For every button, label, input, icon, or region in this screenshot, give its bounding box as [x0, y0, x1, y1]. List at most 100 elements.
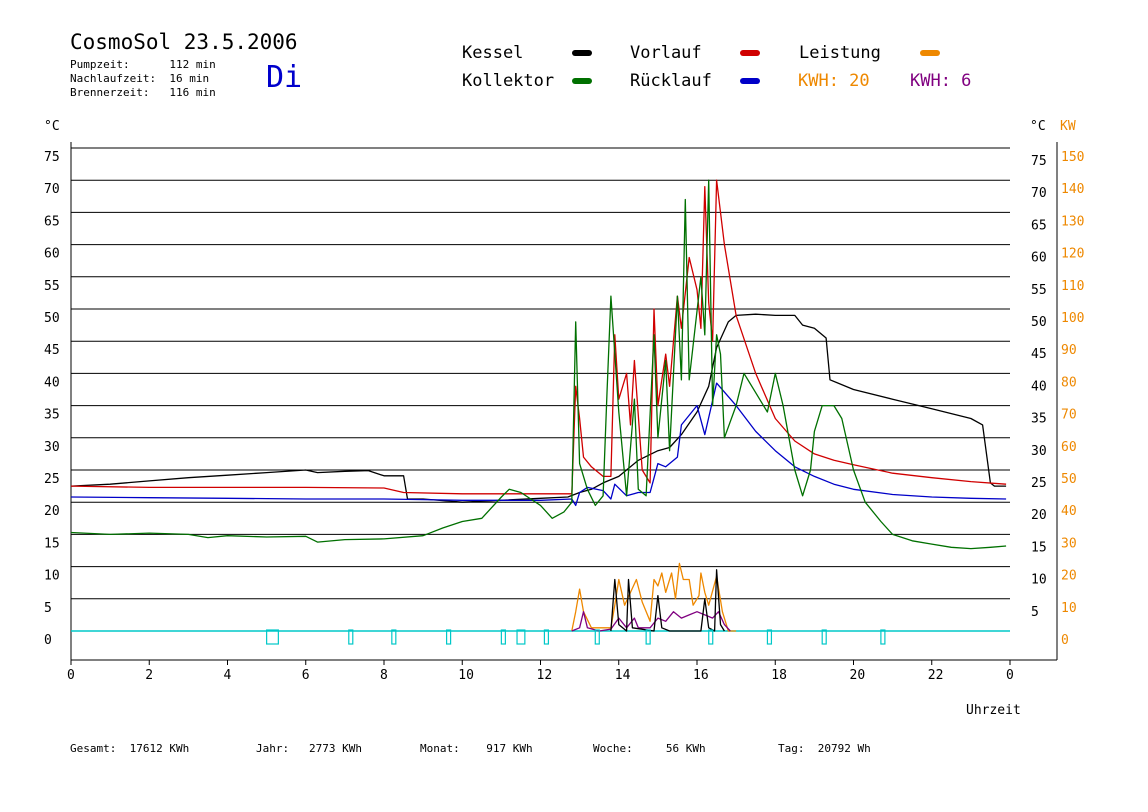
pump-marker: [543, 629, 550, 645]
axes: [70, 142, 1058, 661]
footer-woche: Woche: 56 KWh: [593, 742, 706, 755]
kw-tick-label: 0: [1061, 633, 1069, 648]
y-tick-label-right: 60: [1031, 251, 1047, 266]
series-line-kollektor: [70, 179, 1007, 550]
y-tick-label-right: 35: [1031, 412, 1047, 427]
series-line-leistung: [571, 562, 737, 632]
y-tick-label-right: 65: [1031, 218, 1047, 233]
x-tick-label: 14: [615, 668, 631, 683]
y-tick-label-left: 60: [44, 247, 60, 262]
y-tick-label-right: 55: [1031, 283, 1047, 298]
kw-tick-label: 60: [1061, 440, 1077, 455]
kw-tick-label: 70: [1061, 408, 1077, 423]
y-tick-label-left: 55: [44, 279, 60, 294]
footer-jahr: Jahr: 2773 KWh: [256, 742, 362, 755]
nachlaufzeit-info: Nachlaufzeit: 16 min: [70, 72, 210, 85]
y-tick-label-right: 45: [1031, 347, 1047, 362]
x-tick-label: 8: [380, 668, 388, 683]
chart-title: CosmoSol 23.5.2006: [70, 30, 298, 54]
legend-leistung-swatch: [920, 50, 940, 56]
y-tick-label-left: 5: [44, 601, 52, 616]
kw-tick-label: 90: [1061, 343, 1077, 358]
y-tick-label-left: 10: [44, 569, 60, 584]
legend-vorlauf-label: Vorlauf: [630, 43, 702, 63]
left-axis-unit: °C: [44, 119, 60, 134]
y-tick-label-right: 50: [1031, 315, 1047, 330]
x-tick-label: 22: [928, 668, 944, 683]
legend-kessel-label: Kessel: [462, 43, 524, 63]
y-tick-label-right: 15: [1031, 540, 1047, 555]
kw-tick-label: 110: [1061, 279, 1084, 294]
y-tick-label-right: 70: [1031, 186, 1047, 201]
legend-kessel-swatch: [572, 50, 592, 56]
pump-marker: [446, 629, 452, 645]
y-tick-label-right: 25: [1031, 476, 1047, 491]
legend-kwh-orange: KWH: 20: [798, 71, 870, 91]
y-tick-label-right: 5: [1031, 605, 1039, 620]
x-tick-label: 0: [1006, 668, 1014, 683]
kw-tick-label: 130: [1061, 214, 1084, 229]
footer-tag: Tag: 20792 Wh: [778, 742, 871, 755]
legend-kollektor-label: Kollektor: [462, 71, 555, 91]
legend-ruecklauf-label: Rücklauf: [630, 71, 712, 91]
x-tick-label: 4: [224, 668, 232, 683]
x-tick-label: 12: [537, 668, 553, 683]
y-tick-label-left: 20: [44, 504, 60, 519]
y-tick-label-right: 75: [1031, 154, 1047, 169]
x-tick-label: 6: [302, 668, 310, 683]
series-line-kwh-20: [610, 569, 725, 632]
x-tick-label: 18: [771, 668, 787, 683]
x-tick-label: 2: [145, 668, 153, 683]
pump-markers: [266, 629, 886, 645]
right-axis-unit: °C: [1030, 119, 1046, 134]
kw-tick-label: 150: [1061, 150, 1084, 165]
y-tick-label-left: 45: [44, 343, 60, 358]
legend-kwh-purple: KWH: 6: [910, 71, 972, 91]
pump-marker: [645, 629, 651, 645]
y-tick-label-left: 65: [44, 214, 60, 229]
y-tick-label-left: 0: [44, 633, 52, 648]
y-tick-label-left: 40: [44, 375, 60, 390]
legend-kollektor-swatch: [572, 78, 592, 84]
y-tick-label-left: 75: [44, 150, 60, 165]
x-tick-label: 20: [850, 668, 866, 683]
pump-marker: [391, 629, 397, 645]
pump-marker: [880, 629, 886, 645]
kw-tick-label: 120: [1061, 247, 1084, 262]
x-axis-label: Uhrzeit: [966, 703, 1021, 718]
kw-tick-label: 30: [1061, 536, 1077, 551]
series-line-vorlauf: [70, 179, 1007, 495]
series-lines: [70, 179, 1007, 632]
x-tick-label: 16: [693, 668, 709, 683]
weekday-label: Di: [266, 60, 303, 95]
kw-axis-unit: KW: [1060, 119, 1076, 134]
pumpzeit-info: Pumpzeit: 112 min: [70, 58, 216, 71]
y-tick-label-left: 70: [44, 182, 60, 197]
pump-marker: [516, 629, 526, 645]
y-tick-label-left: 15: [44, 536, 60, 551]
footer-gesamt: Gesamt: 17612 KWh: [70, 742, 190, 755]
brennerzeit-info: Brennerzeit: 116 min: [70, 86, 216, 99]
y-tick-label-left: 35: [44, 408, 60, 423]
kw-tick-label: 80: [1061, 375, 1077, 390]
pump-marker: [348, 629, 354, 645]
y-tick-label-right: 40: [1031, 379, 1047, 394]
legend-vorlauf-swatch: [740, 50, 760, 56]
pump-marker: [821, 629, 827, 645]
kw-tick-label: 100: [1061, 311, 1084, 326]
kw-tick-label: 50: [1061, 472, 1077, 487]
pump-marker: [266, 629, 279, 645]
series-line-kessel: [70, 313, 1007, 503]
kw-tick-label: 20: [1061, 569, 1077, 584]
x-tick-label: 10: [458, 668, 474, 683]
y-tick-label-right: 20: [1031, 508, 1047, 523]
pump-marker: [594, 629, 600, 645]
footer-monat: Monat: 917 KWh: [420, 742, 533, 755]
pump-marker: [766, 629, 773, 645]
series-line-r-cklauf: [70, 382, 1007, 507]
pump-marker: [500, 629, 506, 645]
legend-leistung-label: Leistung: [799, 43, 881, 63]
series-line-kwh-6: [571, 611, 731, 632]
